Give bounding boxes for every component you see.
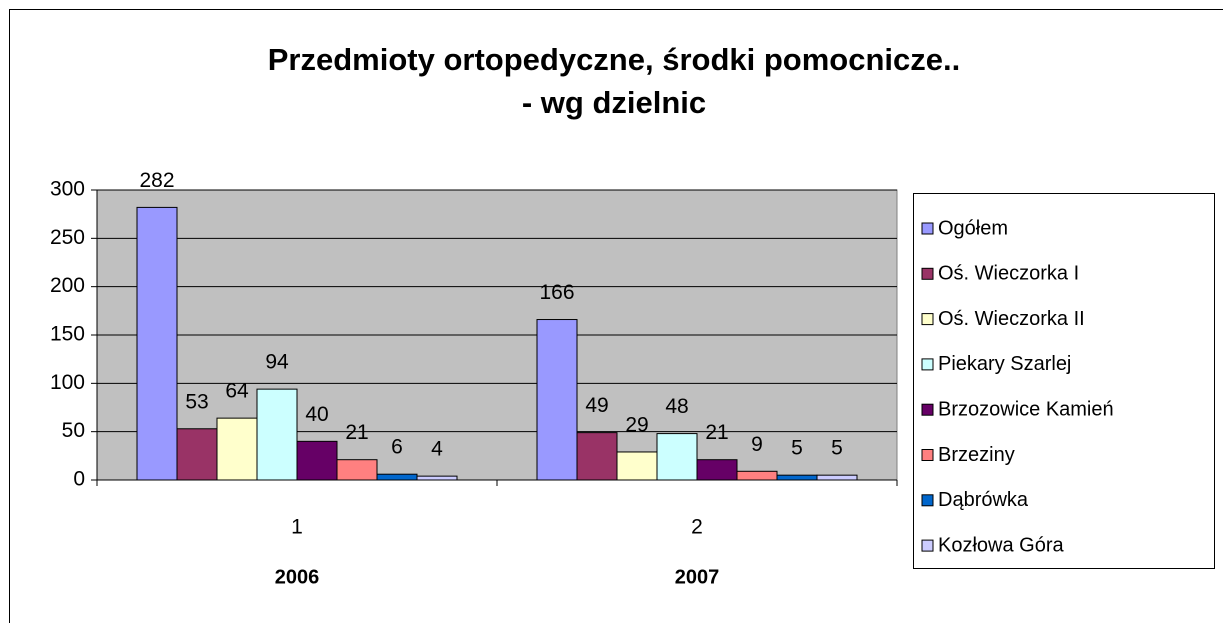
legend-label: Oś. Wieczorka I — [938, 263, 1079, 285]
chart-title: - wg dzielnic — [522, 85, 706, 120]
value-label: 5 — [791, 437, 803, 460]
value-label: 4 — [431, 438, 443, 461]
legend-swatch — [921, 222, 934, 235]
legend-swatch — [921, 494, 934, 507]
y-tick-label: 0 — [73, 468, 85, 491]
chart-title: Przedmioty ortopedyczne, środki pomocnic… — [268, 42, 960, 77]
value-label: 64 — [225, 380, 249, 403]
legend-swatch — [921, 313, 934, 326]
y-tick-label: 300 — [50, 178, 85, 201]
bar — [216, 417, 258, 481]
legend-label: Piekary Szarlej — [938, 353, 1071, 375]
value-label: 21 — [705, 421, 728, 444]
bar — [176, 428, 218, 481]
value-label: 9 — [751, 433, 763, 456]
legend-label: Brzozowice Kamień — [938, 398, 1114, 420]
bar — [136, 206, 178, 481]
value-label: 94 — [265, 351, 289, 374]
legend-label: Dąbrówka — [938, 489, 1029, 511]
value-label: 5 — [831, 437, 843, 460]
bar — [536, 319, 578, 481]
value-label: 282 — [139, 169, 174, 192]
legend-swatch — [921, 403, 934, 416]
bar — [616, 451, 658, 481]
y-tick-label: 150 — [50, 323, 85, 346]
y-tick-label: 50 — [62, 419, 85, 442]
value-label: 53 — [185, 390, 208, 413]
value-label: 6 — [391, 436, 403, 459]
bar — [416, 475, 458, 481]
legend-label: Oś. Wieczorka II — [938, 308, 1085, 330]
y-tick-label: 200 — [50, 274, 85, 297]
bar — [656, 433, 698, 481]
legend-label: Kozłowa Góra — [938, 534, 1064, 556]
legend-label: Brzeziny — [938, 444, 1015, 466]
x-group-label: 2007 — [675, 566, 720, 588]
legend-box — [913, 193, 1215, 569]
legend-swatch — [921, 267, 934, 280]
bar — [816, 474, 858, 481]
value-label: 40 — [305, 403, 328, 426]
bar — [576, 432, 618, 481]
value-label: 49 — [585, 394, 608, 417]
bar — [256, 388, 298, 481]
bar — [296, 440, 338, 481]
x-group-label: 2006 — [275, 566, 320, 588]
legend-label: Ogółem — [938, 217, 1008, 239]
value-label: 21 — [345, 421, 368, 444]
legend-swatch — [921, 539, 934, 552]
value-label: 48 — [665, 395, 688, 418]
legend-swatch — [921, 449, 934, 461]
legend-swatch — [921, 358, 934, 371]
bar — [736, 470, 778, 481]
y-tick-label: 250 — [50, 226, 85, 249]
x-tick-label: 1 — [291, 516, 303, 539]
x-tick-label: 2 — [691, 516, 703, 539]
y-tick-label: 100 — [50, 371, 85, 394]
bar — [336, 459, 378, 481]
value-label: 29 — [625, 414, 648, 437]
bar — [696, 459, 738, 481]
bar — [776, 474, 818, 481]
bar — [376, 473, 418, 481]
value-label: 166 — [539, 281, 574, 304]
